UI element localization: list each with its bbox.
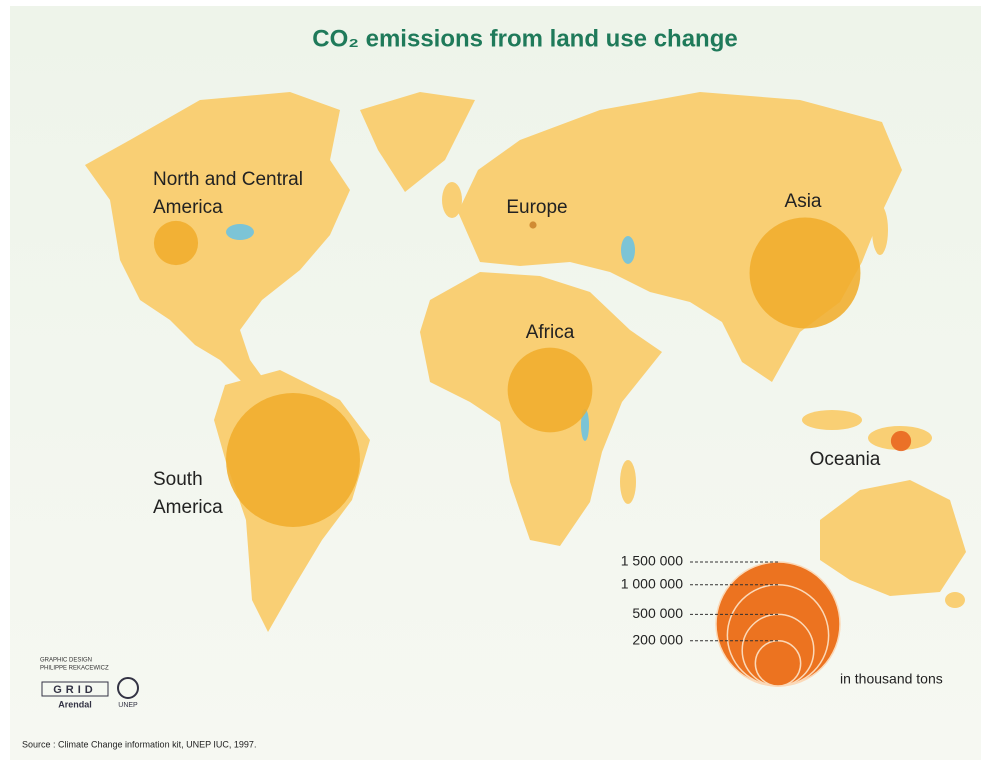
title: CO₂ emissions from land use change [312,25,737,52]
north-america [85,92,350,390]
legend-label: 1 000 000 [621,575,683,591]
australia [820,480,966,596]
indonesia [802,410,862,430]
grid-logo [41,681,109,697]
great-lakes [226,224,254,240]
legend-unit: in thousand tons [840,671,943,687]
unep-logo [117,677,139,699]
credit-org1-place: Arendal [58,699,92,709]
emission-circle [153,220,199,266]
region-label: Oceania [810,449,881,470]
region-label: Europe [506,197,567,218]
credit-org1: GRID [53,684,97,696]
credit-design: GRAPHIC DESIGN [40,658,92,664]
region-label: South America [153,469,223,518]
emission-circle [507,347,593,433]
caspian-sea [621,236,635,264]
emission-circle [226,393,360,527]
legend-label: 1 500 000 [621,553,683,569]
region-label: North and Central America [153,169,303,218]
emission-circle [749,217,861,329]
british-isles [442,182,462,218]
emission-circle [890,430,912,452]
legend-label: 200 000 [632,631,683,647]
region-label: Africa [526,322,575,343]
new-zealand [945,592,965,608]
emission-circle [529,221,537,229]
madagascar [620,460,636,504]
region-label: Asia [785,191,822,212]
legend-circle [754,639,802,687]
legend-label: 500 000 [632,605,683,621]
credit-org2: UNEP [118,702,138,709]
source: Source : Climate Change information kit,… [22,739,256,749]
japan [872,205,888,255]
african-lakes [581,409,589,441]
continents [85,92,966,632]
greenland [360,92,475,192]
credit-designer: PHILIPPE REKACEWICZ [40,666,109,672]
